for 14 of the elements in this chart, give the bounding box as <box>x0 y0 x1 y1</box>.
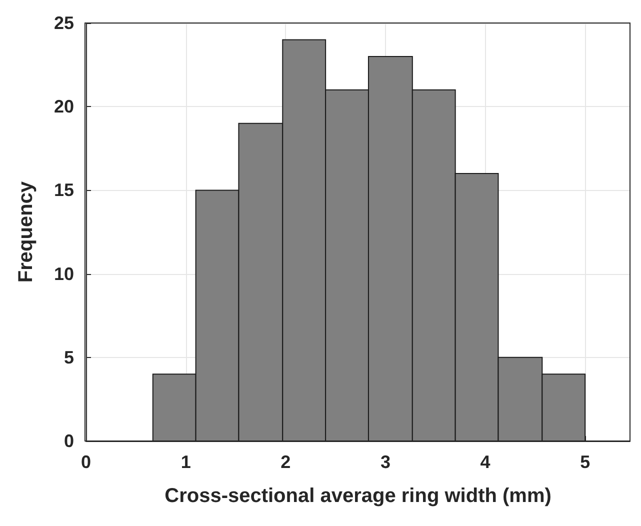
y-tick-label: 15 <box>54 180 74 200</box>
y-axis-title: Frequency <box>15 180 37 283</box>
x-axis-title: Cross-sectional average ring width (mm) <box>164 485 552 507</box>
y-tick-label: 5 <box>64 347 74 368</box>
y-tick-label: 20 <box>54 96 74 117</box>
x-tick-label: 4 <box>480 452 490 472</box>
y-tick-label: 0 <box>64 431 74 451</box>
x-tick-label: 5 <box>580 452 590 472</box>
y-tick-label: 10 <box>54 264 74 284</box>
x-tick-label: 2 <box>280 452 291 472</box>
x-tick-label: 0 <box>80 452 92 472</box>
x-tick-label: 1 <box>180 452 191 472</box>
x-tick-label: 3 <box>380 452 390 472</box>
y-tick-label: 25 <box>54 13 74 33</box>
